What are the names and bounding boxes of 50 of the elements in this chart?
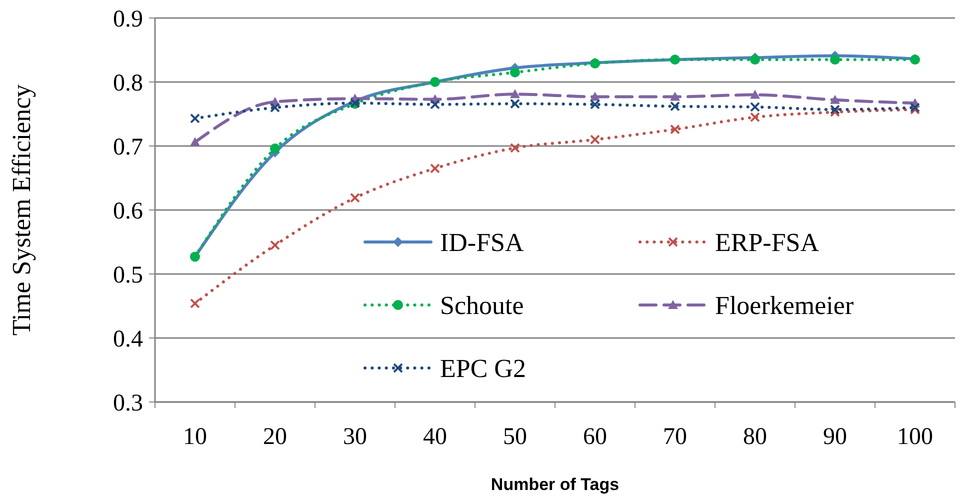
point [190,137,200,146]
point [510,98,520,109]
y-tick-label: 0.3 [113,390,143,416]
x-tick-label: 60 [583,424,607,450]
point [270,144,280,154]
y-tick-label: 0.6 [113,198,143,224]
point [270,240,280,250]
point [510,67,520,78]
point [830,54,840,65]
point [830,107,840,118]
point [670,101,680,112]
y-tick-label: 0.4 [113,326,143,352]
y-tick-label: 0.5 [113,262,143,288]
point [430,163,440,174]
x-tick-label: 80 [743,424,767,450]
x-tick-label: 100 [897,424,933,450]
legend-label: ID-FSA [440,228,524,258]
point [190,298,200,308]
x-tick-label: 10 [183,424,207,450]
legend-label: ERP-FSA [715,228,820,258]
point [190,113,200,124]
point [350,192,360,203]
point [830,94,840,104]
point [670,92,680,101]
y-axis-title: Time System Efficiency [7,84,36,336]
point [670,124,680,134]
x-tick-label: 20 [263,424,287,450]
x-tick-label: 50 [503,424,527,450]
point [750,102,760,112]
point [510,89,520,98]
legend-label: Floerkemeier [715,291,854,320]
y-tick-label: 0.9 [113,6,143,32]
point [750,90,760,99]
legend-label: Schoute [440,291,524,320]
x-tick-label: 90 [823,424,847,450]
point [590,92,600,101]
point [590,99,600,110]
legend-label: EPC G2 [440,354,526,384]
point [590,134,600,145]
x-axis-title: Number of Tags [490,475,620,494]
point [430,99,440,110]
y-tick-label: 0.7 [113,134,143,160]
point [270,102,280,113]
y-tick-label: 0.8 [113,70,143,96]
point [830,104,840,115]
x-tick-label: 40 [423,424,447,450]
x-tick-label: 70 [663,424,687,450]
x-tick-label: 30 [343,424,367,450]
point [750,112,760,122]
point [510,142,520,153]
